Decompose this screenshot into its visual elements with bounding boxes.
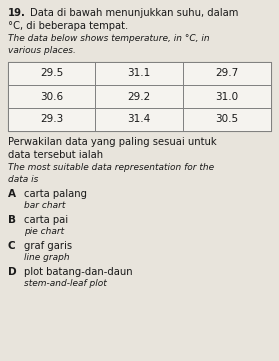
- Text: carta pai: carta pai: [24, 215, 68, 225]
- Text: A: A: [8, 189, 16, 199]
- Bar: [95, 85, 183, 108]
- Text: 30.5: 30.5: [215, 114, 239, 125]
- Bar: [8, 62, 95, 85]
- Bar: [8, 85, 95, 108]
- Text: plot batang-dan-daun: plot batang-dan-daun: [24, 267, 133, 277]
- Text: 31.0: 31.0: [215, 91, 239, 101]
- Bar: [95, 108, 183, 131]
- Text: The data below shows temperature, in °C, in: The data below shows temperature, in °C,…: [8, 34, 210, 43]
- Text: various places.: various places.: [8, 46, 76, 55]
- Bar: [183, 85, 271, 108]
- Text: 29.3: 29.3: [40, 114, 63, 125]
- Text: 31.1: 31.1: [128, 69, 151, 78]
- Text: 29.2: 29.2: [128, 91, 151, 101]
- Text: 31.4: 31.4: [128, 114, 151, 125]
- Text: stem-and-leaf plot: stem-and-leaf plot: [24, 279, 107, 288]
- Text: pie chart: pie chart: [24, 227, 64, 236]
- Text: Data di bawah menunjukkan suhu, dalam: Data di bawah menunjukkan suhu, dalam: [30, 8, 238, 18]
- Text: carta palang: carta palang: [24, 189, 87, 199]
- Text: line graph: line graph: [24, 253, 70, 262]
- Text: data tersebut ialah: data tersebut ialah: [8, 150, 103, 160]
- Text: D: D: [8, 267, 17, 277]
- Bar: [183, 108, 271, 131]
- Text: 29.7: 29.7: [215, 69, 239, 78]
- Text: The most suitable data representation for the: The most suitable data representation fo…: [8, 163, 214, 172]
- Text: Perwakilan data yang paling sesuai untuk: Perwakilan data yang paling sesuai untuk: [8, 137, 217, 147]
- Text: 19.: 19.: [8, 8, 26, 18]
- Bar: [8, 62, 271, 131]
- Bar: [8, 108, 95, 131]
- Text: B: B: [8, 215, 16, 225]
- Text: graf garis: graf garis: [24, 241, 72, 251]
- Text: data is: data is: [8, 175, 39, 184]
- Text: C: C: [8, 241, 16, 251]
- Bar: [183, 62, 271, 85]
- Text: 29.5: 29.5: [40, 69, 63, 78]
- Text: bar chart: bar chart: [24, 201, 65, 210]
- Text: 30.6: 30.6: [40, 91, 63, 101]
- Text: °C, di beberapa tempat.: °C, di beberapa tempat.: [8, 21, 128, 31]
- Bar: [95, 62, 183, 85]
